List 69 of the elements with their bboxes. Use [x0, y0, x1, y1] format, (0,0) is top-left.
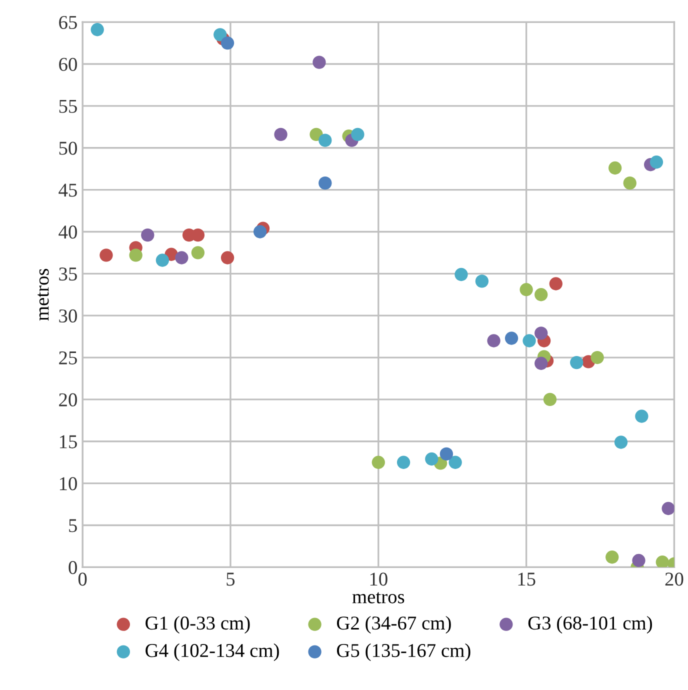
point — [632, 554, 646, 568]
y-tick-label: 35 — [59, 268, 77, 281]
point — [662, 502, 674, 516]
point — [274, 128, 288, 142]
y-tick-label: 55 — [59, 100, 77, 113]
point — [656, 556, 669, 568]
point — [214, 28, 227, 42]
point — [543, 392, 557, 406]
point — [606, 550, 619, 564]
legend-label: G2 (34-67 cm) — [336, 616, 451, 634]
point — [440, 447, 454, 461]
y-tick-label: 10 — [60, 477, 77, 490]
point — [396, 456, 410, 469]
point — [90, 23, 104, 36]
x-tick-label: 15 — [518, 572, 536, 586]
point — [372, 456, 385, 469]
point — [608, 161, 622, 175]
point — [614, 436, 628, 449]
point — [475, 274, 489, 288]
y-tick-label: 15 — [60, 435, 77, 448]
point — [318, 176, 332, 190]
y-tick-label: 50 — [59, 142, 77, 155]
point — [570, 356, 584, 370]
point — [220, 36, 234, 50]
point — [425, 452, 438, 466]
point — [635, 410, 648, 423]
point — [100, 248, 113, 262]
point — [623, 176, 636, 190]
point — [487, 334, 500, 348]
point — [650, 156, 664, 169]
x-axis-title: metros — [352, 592, 404, 604]
y-tick-label: 5 — [69, 519, 77, 532]
point — [129, 248, 142, 262]
point — [549, 277, 562, 290]
y-tick-label: 20 — [59, 393, 77, 406]
y-tick-label: 25 — [59, 351, 77, 364]
point — [318, 134, 332, 147]
point — [522, 334, 536, 348]
point — [534, 326, 548, 340]
point — [191, 246, 205, 260]
point — [156, 254, 170, 267]
legend-label: G3 (68-101 cm) — [528, 616, 652, 634]
point — [351, 128, 364, 142]
point — [534, 356, 548, 370]
y-axis-title: metros — [38, 268, 49, 321]
y-tick-label: 40 — [58, 226, 77, 239]
y-tick-label: 30 — [59, 309, 77, 323]
x-tick-label: 20 — [665, 572, 684, 586]
point — [141, 228, 154, 242]
point — [520, 283, 533, 296]
point — [534, 288, 548, 302]
y-tick-label: 0 — [68, 560, 77, 574]
x-tick-label: 5 — [226, 572, 235, 586]
legend-label: G5 (135-167 cm) — [336, 643, 470, 662]
point — [504, 332, 518, 345]
y-tick-label: 65 — [59, 16, 77, 30]
point — [253, 225, 267, 238]
point — [448, 456, 462, 469]
x-tick-label: 0 — [78, 572, 87, 586]
legend-label: G4 (102-134 cm) — [146, 643, 279, 662]
x-tick-label: 10 — [370, 572, 388, 586]
point — [454, 268, 468, 282]
point — [590, 350, 604, 364]
y-tick-label: 60 — [59, 58, 77, 71]
y-tick-label: 45 — [58, 184, 77, 197]
legend-label: G1 (0-33 cm) — [146, 616, 250, 634]
point — [175, 251, 188, 264]
point — [220, 251, 234, 264]
point — [312, 56, 326, 69]
